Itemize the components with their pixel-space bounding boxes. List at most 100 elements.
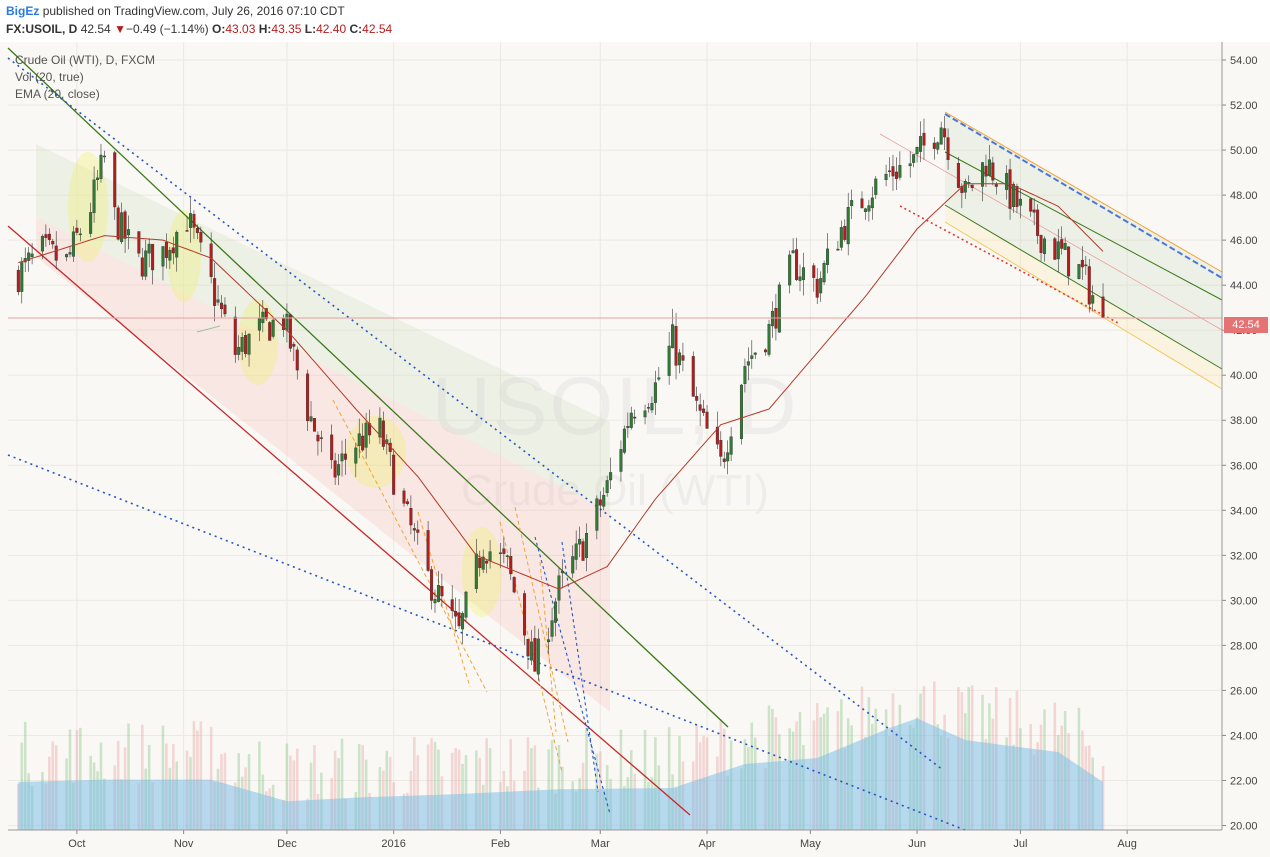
candle-body [392,454,396,495]
candle-body [912,154,916,163]
candle-body [120,212,124,242]
volume-bar [437,749,440,830]
candle-body [292,343,296,347]
orange-dashed [539,561,557,733]
candle-body [1015,185,1019,207]
candle-body [836,248,840,251]
y-tick-label: 24.00 [1230,730,1258,742]
candle-body [850,200,854,206]
price-change: −0.49 (−1.14%) [125,22,209,36]
candle-body [767,323,771,355]
last-price: 42.54 [80,22,111,36]
candle-body [554,601,558,623]
candle-body [316,434,320,442]
legend-title[interactable]: Crude Oil (WTI), D, FXCM [15,53,155,67]
watermark-name: Crude Oil (WTI) [461,466,769,515]
volume-bar [192,721,196,830]
candle-body [244,335,248,354]
candle-body [264,308,268,320]
candle-body [219,302,223,310]
axes: Oct Nov Dec 2016 Feb Mar Apr May Jun Jul Aug 20.00 2… [8,42,1258,850]
volume-ma-area [18,718,1104,830]
volume-bar [79,727,82,830]
volume-bar [450,752,454,830]
candle-body [602,494,606,507]
candle-body [333,460,337,478]
volume-layer [17,681,1105,830]
price-chart[interactable]: Oct Nov Dec 2016 Feb Mar Apr May Jun Jul Aug 20.00 2… [0,42,1270,857]
volume-bar [258,741,261,830]
candle-body [512,577,516,593]
candle-body [1087,266,1091,305]
candle-body [27,252,31,261]
candle-body [102,155,106,158]
y-tick-label: 20.00 [1230,820,1258,832]
candle-body [137,231,141,254]
candle-body [922,132,926,146]
candle-body [337,464,341,476]
candle-body [51,241,55,245]
candle-body [667,345,671,376]
candle-body [746,361,750,366]
y-tick-label: 30.00 [1230,595,1258,607]
x-tick-label: Mar [591,838,610,850]
last-price-label: 42.54 [1224,317,1268,333]
candle-body [116,207,120,240]
candle-body [223,304,227,315]
upper-channel-fill [36,144,610,512]
candle-body [436,585,440,602]
legend-volume[interactable]: Vol (20, true) [15,70,84,84]
y-tick-label: 36.00 [1230,460,1258,472]
candle-body [523,593,527,636]
volume-bar [530,748,533,830]
close-value: 42.54 [362,22,393,36]
candle-body [943,128,947,138]
candle-body [402,490,406,504]
y-tick-label: 22.00 [1230,775,1258,787]
volume-bar [416,755,420,830]
candle-body [681,355,685,361]
candle-body [791,250,795,254]
candle-body [44,234,48,238]
legend-ema[interactable]: EMA (20, close) [15,87,100,101]
orange-dashed [332,399,488,693]
y-tick-label: 46.00 [1230,235,1258,247]
candle-body [815,278,819,298]
author-link[interactable]: BigEz [6,4,40,18]
candle-body [719,440,723,457]
volume-bar [509,739,513,830]
candle-body [581,541,585,561]
channel-fills [36,112,1222,712]
volume-bar [161,725,165,830]
y-tick-label: 26.00 [1230,685,1258,697]
candle-body [89,212,93,234]
candle-body [240,337,244,352]
candle-body [646,407,650,409]
candle-body [946,137,950,160]
candle-body [127,229,131,236]
candle-body [1060,239,1064,249]
candle-body [888,170,892,172]
blue-dashed-steep [561,541,599,793]
candle-body [1029,198,1033,212]
y-tick-label: 48.00 [1230,190,1258,202]
candle-body [919,136,923,152]
candle-body [192,213,196,228]
candle-body [526,638,530,657]
y-tick-label: 32.00 [1230,550,1258,562]
candle-body [92,179,96,213]
candle-body [695,396,699,401]
volume-bar [533,745,537,830]
lower-channel-fill [36,217,610,712]
small-grey-line [196,325,221,333]
candle-body [822,263,826,283]
candle-body [330,434,334,461]
candle-body [1056,241,1060,260]
candle-body [71,231,75,257]
y-tick-label: 52.00 [1230,100,1258,112]
orange-dashed [514,506,569,743]
candle-body [454,611,458,617]
candle-body [650,403,654,411]
candle-body [1012,183,1016,208]
candle-body [381,420,385,447]
